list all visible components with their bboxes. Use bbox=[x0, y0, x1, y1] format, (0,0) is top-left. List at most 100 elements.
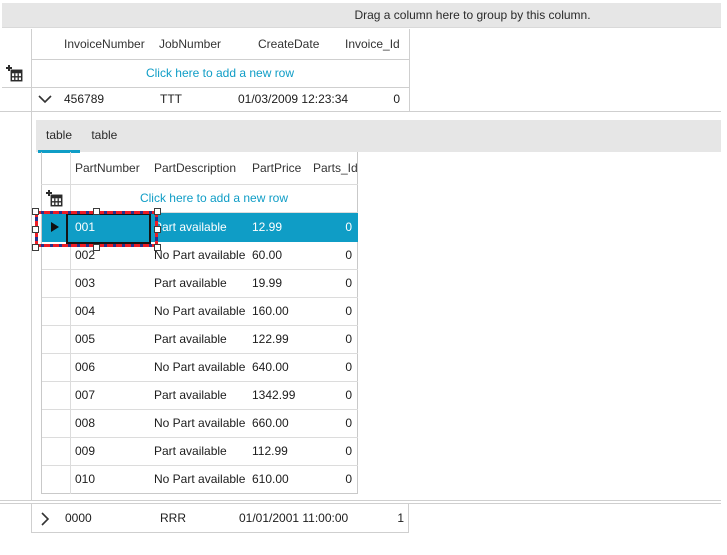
cell-part-description[interactable]: No Part available bbox=[154, 304, 246, 318]
cell-parts-id[interactable]: 0 bbox=[345, 416, 352, 430]
annotation-handle bbox=[93, 208, 100, 215]
master-row-divider bbox=[0, 111, 721, 112]
cell-part-number[interactable]: 010 bbox=[75, 472, 96, 486]
grid-plus-icon bbox=[5, 64, 23, 82]
cell-part-price[interactable]: 660.00 bbox=[252, 416, 289, 430]
table-row[interactable]: 008 No Part available 660.00 0 bbox=[42, 410, 358, 438]
column-header-partprice[interactable]: PartPrice bbox=[252, 161, 302, 175]
detail-add-row-label[interactable]: Click here to add a new row bbox=[139, 191, 289, 205]
column-header-partnumber[interactable]: PartNumber bbox=[75, 161, 140, 175]
cell-part-price[interactable]: 1342.99 bbox=[252, 388, 296, 402]
cell-part-price[interactable]: 640.00 bbox=[252, 360, 289, 374]
cell-part-description[interactable]: Part available bbox=[154, 276, 227, 290]
group-by-hint-text: Drag a column here to group by this colu… bbox=[354, 8, 591, 22]
cell-invoice-id[interactable]: 1 bbox=[397, 511, 404, 525]
cell-part-number[interactable]: 001 bbox=[75, 220, 96, 234]
cell-part-price[interactable]: 12.99 bbox=[252, 220, 283, 234]
group-by-panel[interactable]: Drag a column here to group by this colu… bbox=[2, 3, 721, 28]
cell-part-price[interactable]: 122.99 bbox=[252, 332, 289, 346]
cell-part-price[interactable]: 610.00 bbox=[252, 472, 289, 486]
cell-parts-id[interactable]: 0 bbox=[345, 220, 352, 234]
master-right-border bbox=[409, 29, 410, 111]
table-row[interactable]: 003 Part available 19.99 0 bbox=[42, 270, 358, 298]
detail-indicator-column-line bbox=[70, 152, 71, 494]
master-gutter-line bbox=[31, 29, 32, 500]
annotation-handle bbox=[32, 244, 39, 251]
cell-parts-id[interactable]: 0 bbox=[345, 332, 352, 346]
cell-parts-id[interactable]: 0 bbox=[345, 304, 352, 318]
cell-part-description[interactable]: Part available bbox=[154, 220, 227, 234]
table-row[interactable]: 009 Part available 112.99 0 bbox=[42, 438, 358, 466]
cell-part-description[interactable]: No Part available bbox=[154, 472, 246, 486]
tab-label: table bbox=[45, 128, 73, 142]
cell-create-date[interactable]: 01/01/2001 11:00:00 bbox=[239, 511, 349, 525]
table-row[interactable]: 007 Part available 1342.99 0 bbox=[42, 382, 358, 410]
annotation-rect-dashed bbox=[35, 211, 158, 247]
cell-part-number[interactable]: 007 bbox=[75, 388, 96, 402]
cell-part-description[interactable]: No Part available bbox=[154, 360, 246, 374]
detail-section-bottom-line bbox=[0, 500, 721, 501]
table-row[interactable]: 010 No Part available 610.00 0 bbox=[42, 466, 358, 494]
cell-part-number[interactable]: 004 bbox=[75, 304, 96, 318]
cell-part-price[interactable]: 19.99 bbox=[252, 276, 283, 290]
grid-plus-icon bbox=[45, 189, 63, 207]
table-row[interactable]: 006 No Part available 640.00 0 bbox=[42, 354, 358, 382]
cell-part-number[interactable]: 003 bbox=[75, 276, 96, 290]
column-header-jobnumber[interactable]: JobNumber bbox=[159, 37, 222, 51]
cell-parts-id[interactable]: 0 bbox=[345, 360, 352, 374]
detail-grid bbox=[41, 152, 358, 494]
column-header-invoiceid[interactable]: Invoice_Id bbox=[345, 37, 400, 51]
column-header-partsid[interactable]: Parts_Id bbox=[313, 161, 358, 175]
cell-parts-id[interactable]: 0 bbox=[345, 248, 352, 262]
tab-table-1[interactable]: table bbox=[38, 121, 80, 153]
master-header-divider bbox=[31, 59, 409, 60]
table-row[interactable]: 456789 TTT 01/03/2009 12:23:34 0 bbox=[0, 88, 409, 111]
focused-cell-border bbox=[66, 213, 151, 244]
annotation-handle bbox=[154, 244, 161, 251]
cell-invoice-number[interactable]: 456789 bbox=[64, 92, 105, 106]
annotation-handle bbox=[32, 208, 39, 215]
chevron-down-icon[interactable] bbox=[38, 95, 52, 104]
cell-part-price[interactable]: 60.00 bbox=[252, 248, 283, 262]
cell-part-number[interactable]: 006 bbox=[75, 360, 96, 374]
cell-part-price[interactable]: 112.99 bbox=[252, 444, 288, 458]
annotation-handle bbox=[154, 226, 161, 233]
cell-part-price[interactable]: 160.00 bbox=[252, 304, 289, 318]
cell-part-description[interactable]: No Part available bbox=[154, 416, 246, 430]
detail-header-divider bbox=[41, 184, 358, 185]
cell-invoice-id[interactable]: 0 bbox=[393, 92, 400, 106]
cell-part-number[interactable]: 002 bbox=[75, 248, 96, 262]
cell-part-number[interactable]: 009 bbox=[75, 444, 96, 458]
cell-part-description[interactable]: Part available bbox=[154, 332, 227, 346]
annotation-handle bbox=[93, 244, 100, 251]
column-header-createdate[interactable]: CreateDate bbox=[258, 37, 320, 51]
column-header-partdescription[interactable]: PartDescription bbox=[154, 161, 237, 175]
cell-part-description[interactable]: Part available bbox=[154, 444, 227, 458]
table-row[interactable]: 0000 RRR 01/01/2001 11:00:00 1 bbox=[31, 504, 409, 533]
bottom-row-top-line bbox=[0, 503, 721, 504]
cell-job-number[interactable]: RRR bbox=[160, 511, 186, 525]
table-row[interactable]: 002 No Part available 60.00 0 bbox=[42, 242, 358, 270]
cell-part-description[interactable]: Part available bbox=[154, 388, 227, 402]
detail-tab-strip: table table bbox=[36, 120, 721, 153]
cell-part-number[interactable]: 005 bbox=[75, 332, 96, 346]
chevron-right-icon[interactable] bbox=[41, 512, 50, 526]
cell-part-number[interactable]: 008 bbox=[75, 416, 96, 430]
cell-parts-id[interactable]: 0 bbox=[345, 276, 352, 290]
cell-create-date[interactable]: 01/03/2009 12:23:34 bbox=[238, 92, 349, 106]
detail-add-row[interactable]: Click here to add a new row bbox=[41, 185, 358, 212]
column-header-invoicenumber[interactable]: InvoiceNumber bbox=[64, 37, 145, 51]
cell-parts-id[interactable]: 0 bbox=[345, 388, 352, 402]
master-add-row-label[interactable]: Click here to add a new row bbox=[145, 66, 295, 80]
table-row[interactable]: 004 No Part available 160.00 0 bbox=[42, 298, 358, 326]
table-row-selected[interactable]: 001 Part available 12.99 0 bbox=[42, 213, 358, 242]
tab-table-2[interactable]: table bbox=[83, 120, 125, 152]
master-add-row[interactable]: Click here to add a new row bbox=[0, 60, 409, 87]
cell-invoice-number[interactable]: 0000 bbox=[65, 511, 92, 525]
cell-job-number[interactable]: TTT bbox=[160, 92, 182, 106]
cell-part-description[interactable]: No Part available bbox=[154, 248, 246, 262]
table-row[interactable]: 005 Part available 122.99 0 bbox=[42, 326, 358, 354]
cell-parts-id[interactable]: 0 bbox=[345, 472, 352, 486]
cell-parts-id[interactable]: 0 bbox=[345, 444, 352, 458]
